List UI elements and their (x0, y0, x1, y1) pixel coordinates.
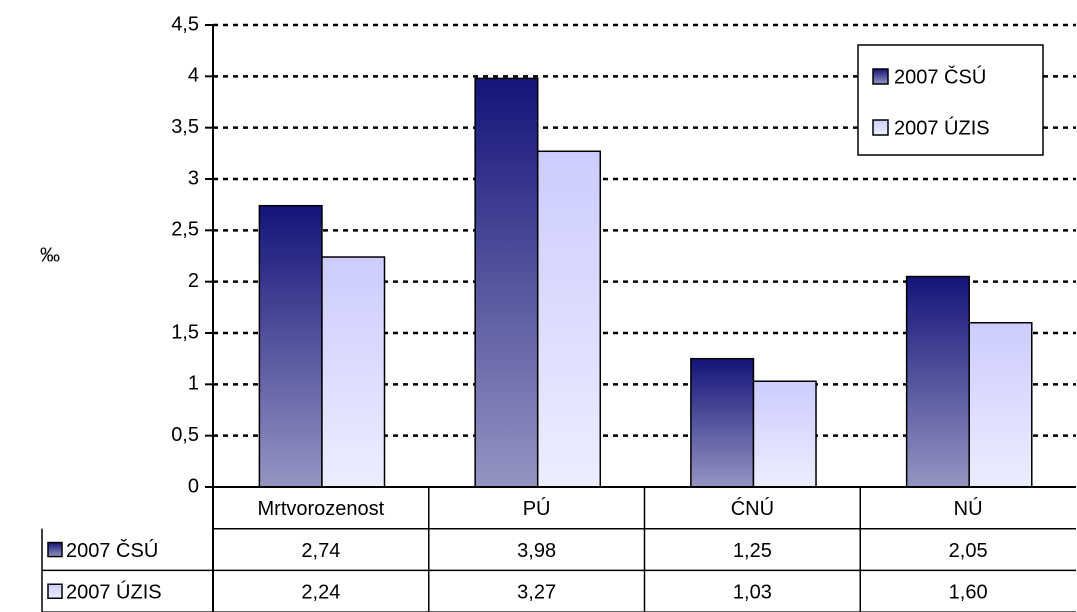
legend-label: 2007 ČSÚ (894, 65, 986, 88)
legend-label: 2007 ÚZIS (894, 116, 990, 139)
table-value: 1,60 (949, 582, 988, 604)
bar (321, 256, 386, 488)
table-value: 2,74 (301, 540, 340, 562)
bar (474, 77, 539, 488)
x-tick-label: NÚ (954, 497, 983, 520)
table-row-label: 2007 ČSÚ (66, 539, 158, 562)
y-axis-label: ‰ (40, 244, 60, 266)
y-tick-label: 0,5 (171, 424, 199, 446)
y-tick-label: 1,5 (171, 321, 199, 343)
legend-key (872, 68, 889, 85)
y-tick-label: 3,5 (171, 116, 199, 138)
bar (905, 275, 970, 488)
table-value: 1,25 (733, 540, 772, 562)
x-tick-label: PÚ (523, 497, 551, 520)
table-value: 2,05 (949, 540, 988, 562)
legend-key (872, 119, 889, 136)
table-value: 1,03 (733, 582, 772, 604)
y-tick-label: 4,5 (171, 13, 199, 35)
y-tick-label: 2,5 (171, 219, 199, 241)
table-row-label: 2007 ÚZIS (66, 581, 162, 604)
bar (968, 321, 1033, 488)
y-tick-label: 4 (188, 65, 199, 87)
x-tick-label: ĆNÚ (731, 497, 774, 520)
y-tick-label: 2 (188, 270, 199, 292)
bar (536, 150, 602, 488)
table-legend-key (47, 541, 63, 558)
bar (258, 204, 323, 488)
y-tick-label: 3 (188, 167, 199, 189)
table-legend-key (47, 583, 63, 599)
y-tick-label: 0 (188, 475, 199, 497)
bar (752, 380, 817, 488)
table-value: 2,24 (301, 582, 340, 604)
x-tick-label: Mrtvorozenost (258, 498, 385, 520)
table-value: 3,98 (517, 540, 556, 562)
table-value: 3,27 (517, 582, 556, 604)
legend-box (857, 44, 1044, 156)
y-tick-label: 1 (188, 373, 199, 395)
bar (690, 357, 755, 488)
